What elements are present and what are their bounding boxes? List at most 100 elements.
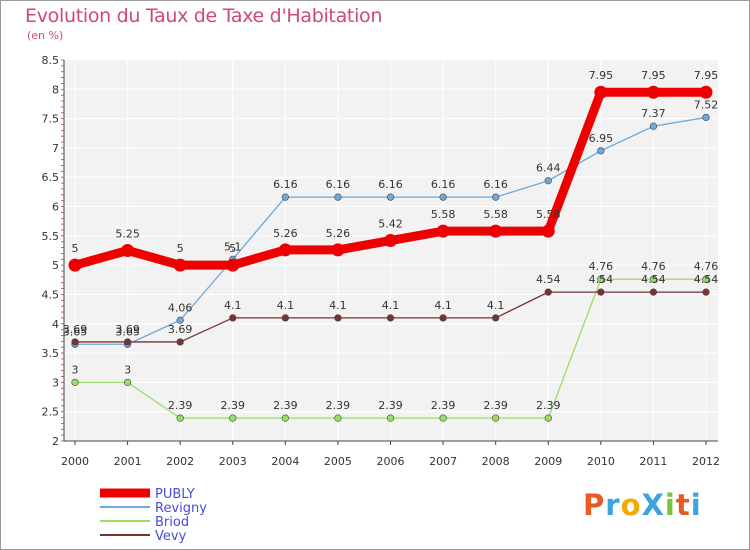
x-tick-label: 2008	[482, 455, 510, 468]
data-label-vevy: 3.69	[63, 323, 88, 336]
data-label-vevy: 4.1	[382, 299, 400, 312]
data-label-briod: 2.39	[483, 399, 508, 412]
logo-letter: i	[664, 488, 676, 522]
data-label-briod: 4.76	[694, 260, 719, 273]
data-point-briod	[597, 275, 605, 283]
logo-letter: i	[690, 488, 702, 522]
data-label-publy: 5.26	[326, 227, 351, 240]
data-label-publy: 5.25	[115, 228, 140, 241]
data-point-vevy	[702, 288, 710, 296]
data-point-publy	[68, 258, 82, 272]
data-label-briod: 2.39	[378, 399, 403, 412]
data-label-revigny: 4.06	[168, 301, 193, 314]
data-point-briod	[229, 414, 237, 422]
data-label-briod: 2.39	[431, 399, 456, 412]
y-tick-label: 5.5	[42, 230, 60, 243]
data-point-briod	[71, 378, 79, 386]
data-point-vevy	[71, 338, 79, 346]
chart-title: Evolution du Taux de Taxe d'Habitation	[25, 5, 383, 27]
x-tick-label: 2002	[166, 455, 194, 468]
data-point-publy	[278, 243, 292, 257]
data-point-vevy	[439, 314, 447, 322]
x-tick-label: 2005	[324, 455, 352, 468]
data-point-publy	[121, 244, 135, 257]
data-label-publy: 5	[177, 242, 184, 255]
data-point-publy	[541, 224, 555, 238]
legend-label-publy: PUBLY	[155, 487, 195, 502]
data-label-revigny: 6.16	[483, 178, 508, 191]
data-label-publy: 5	[229, 242, 236, 255]
data-label-vevy: 4.54	[589, 273, 614, 286]
x-tick-label: 2000	[61, 455, 89, 468]
data-point-publy	[594, 85, 608, 99]
data-point-briod	[649, 275, 658, 283]
y-tick-label: 3.5	[42, 347, 60, 360]
data-label-revigny: 6.16	[273, 178, 298, 191]
data-point-briod	[544, 414, 552, 422]
data-label-vevy: 4.1	[224, 299, 242, 312]
data-point-vevy	[492, 314, 500, 322]
data-label-revigny: 7.37	[641, 107, 666, 120]
data-label-briod: 4.76	[641, 260, 666, 273]
y-tick-label: 4	[52, 318, 59, 331]
data-label-vevy: 4.1	[329, 299, 347, 312]
x-tick-label: 2009	[534, 455, 562, 468]
y-tick-label: 3	[52, 376, 59, 389]
data-label-briod: 2.39	[168, 399, 193, 412]
data-point-vevy	[334, 314, 342, 322]
data-point-briod	[334, 414, 342, 422]
data-point-briod	[123, 378, 132, 386]
data-label-briod: 2.39	[326, 399, 351, 412]
data-point-revigny	[176, 316, 184, 324]
logo-letter: r	[605, 488, 621, 522]
data-point-vevy	[281, 314, 289, 322]
data-label-publy: 5.58	[483, 208, 508, 221]
data-label-publy: 5.58	[431, 208, 456, 221]
data-point-publy	[436, 224, 450, 238]
data-point-vevy	[597, 288, 605, 296]
data-point-briod	[439, 414, 447, 422]
data-label-revigny: 5.1	[224, 240, 242, 253]
data-label-briod: 2.39	[221, 399, 246, 412]
data-point-publy	[384, 234, 397, 248]
data-point-vevy	[649, 288, 658, 296]
data-point-revigny	[439, 193, 447, 201]
x-tick-label: 2001	[114, 455, 142, 468]
data-label-publy: 5	[72, 242, 79, 255]
data-label-vevy: 4.1	[434, 299, 452, 312]
y-tick-label: 6	[52, 201, 59, 214]
y-tick-label: 7	[52, 142, 59, 155]
x-tick-label: 2010	[587, 455, 615, 468]
data-label-briod: 3	[124, 363, 131, 376]
y-tick-label: 2	[52, 435, 59, 448]
data-label-revigny: 6.16	[378, 178, 403, 191]
data-point-revigny	[544, 177, 552, 185]
data-point-revigny	[334, 193, 342, 201]
data-point-revigny	[702, 113, 710, 122]
data-label-vevy: 4.54	[694, 273, 719, 286]
data-label-briod: 2.39	[536, 399, 561, 412]
data-point-briod	[176, 414, 184, 422]
data-point-publy	[489, 224, 503, 238]
data-label-publy: 7.95	[589, 69, 614, 82]
data-point-briod	[386, 414, 395, 422]
chart-subtitle: (en %)	[27, 29, 64, 42]
data-label-briod: 3	[72, 363, 79, 376]
data-label-publy: 5.58	[536, 208, 561, 221]
data-label-publy: 7.95	[641, 69, 666, 82]
legend-label-vevy: Vevy	[155, 529, 187, 544]
data-point-vevy	[176, 338, 184, 346]
data-point-revigny	[649, 122, 658, 130]
data-label-vevy: 4.54	[641, 273, 666, 286]
data-point-publy	[699, 85, 713, 99]
data-label-vevy: 4.54	[536, 273, 561, 286]
data-label-vevy: 4.1	[487, 299, 505, 312]
data-label-revigny: 6.16	[326, 178, 351, 191]
data-label-vevy: 4.1	[277, 299, 295, 312]
data-label-briod: 2.39	[273, 399, 298, 412]
data-point-publy	[331, 243, 345, 257]
data-point-briod	[281, 414, 289, 422]
x-tick-label: 2004	[271, 455, 299, 468]
data-point-vevy	[386, 314, 395, 322]
data-point-briod	[492, 414, 500, 422]
